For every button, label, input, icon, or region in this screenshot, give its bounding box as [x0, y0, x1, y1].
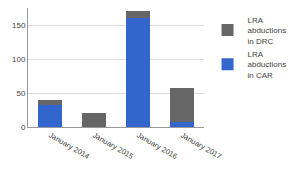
- svg-text:January 2014: January 2014: [47, 130, 91, 161]
- svg-text:LRAabductionsin CAR: LRAabductionsin CAR: [248, 50, 287, 80]
- svg-text:January 2016: January 2016: [135, 130, 179, 161]
- svg-text:100: 100: [12, 55, 26, 64]
- svg-text:150: 150: [12, 21, 26, 30]
- svg-text:0: 0: [21, 123, 26, 132]
- svg-text:January 2017: January 2017: [179, 130, 223, 161]
- svg-text:50: 50: [16, 89, 25, 98]
- svg-text:LRAabductionsin DRC: LRAabductionsin DRC: [248, 16, 287, 46]
- svg-text:January 2015: January 2015: [91, 130, 135, 161]
